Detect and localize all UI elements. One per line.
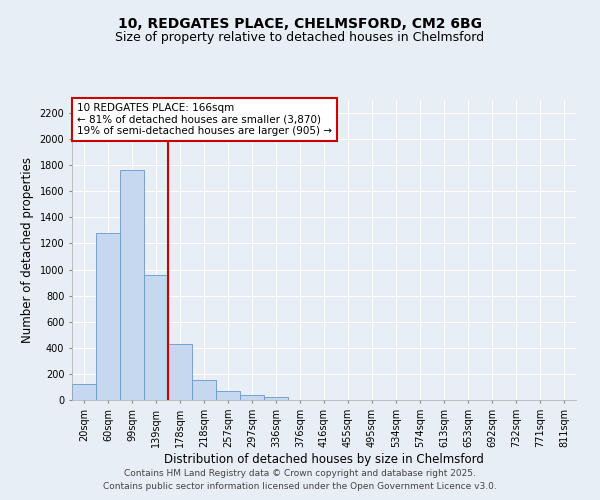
Y-axis label: Number of detached properties: Number of detached properties bbox=[21, 157, 34, 343]
Bar bbox=[192, 380, 216, 400]
Bar bbox=[168, 344, 192, 400]
Bar bbox=[216, 391, 240, 400]
Text: Contains HM Land Registry data © Crown copyright and database right 2025.: Contains HM Land Registry data © Crown c… bbox=[124, 468, 476, 477]
Text: 10 REDGATES PLACE: 166sqm
← 81% of detached houses are smaller (3,870)
19% of se: 10 REDGATES PLACE: 166sqm ← 81% of detac… bbox=[77, 103, 332, 136]
Bar bbox=[144, 275, 168, 400]
Text: Contains public sector information licensed under the Open Government Licence v3: Contains public sector information licen… bbox=[103, 482, 497, 491]
Bar bbox=[264, 398, 288, 400]
Bar bbox=[120, 170, 144, 400]
Bar bbox=[72, 384, 96, 400]
Bar bbox=[96, 233, 120, 400]
Text: 10, REDGATES PLACE, CHELMSFORD, CM2 6BG: 10, REDGATES PLACE, CHELMSFORD, CM2 6BG bbox=[118, 18, 482, 32]
Bar bbox=[240, 396, 264, 400]
Text: Size of property relative to detached houses in Chelmsford: Size of property relative to detached ho… bbox=[115, 31, 485, 44]
X-axis label: Distribution of detached houses by size in Chelmsford: Distribution of detached houses by size … bbox=[164, 452, 484, 466]
